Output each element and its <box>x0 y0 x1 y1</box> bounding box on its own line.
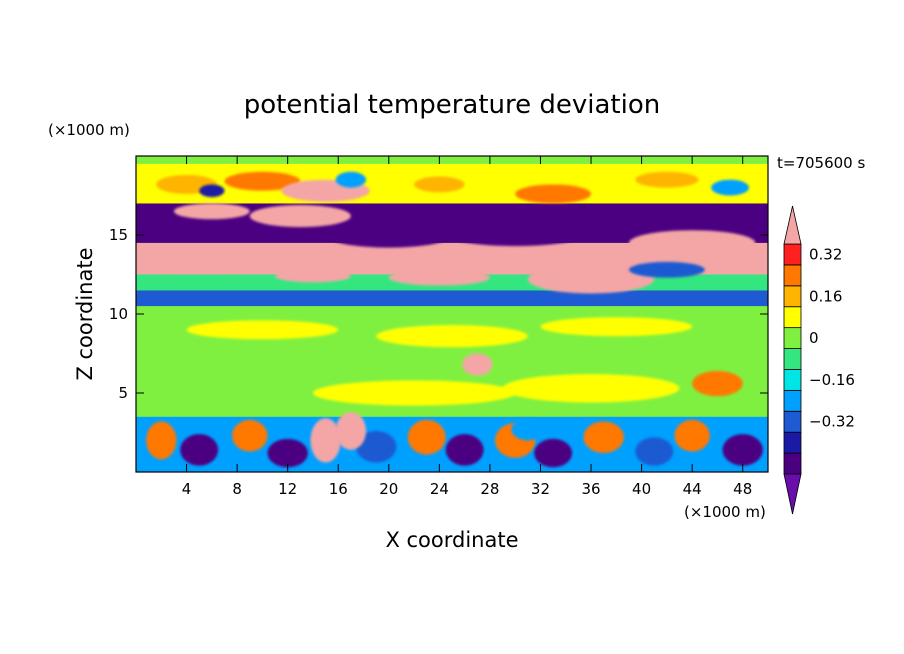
colorbar-box <box>783 306 802 329</box>
contour-cell <box>540 317 693 337</box>
y-tick-label: 5 <box>118 384 128 402</box>
contour-cell <box>534 438 573 468</box>
colorbar: 0.32 0.16 0 −0.16 −0.32 <box>783 205 855 515</box>
x-axis: 4 8 12 16 20 24 28 32 36 40 44 48 <box>182 156 752 498</box>
contour-cell <box>180 434 219 466</box>
contour-cell <box>711 179 750 196</box>
y-tick-label: 10 <box>109 305 128 323</box>
contour-cell <box>275 269 351 283</box>
colorbar-box <box>783 452 802 475</box>
contour-cell <box>173 203 250 220</box>
time-label: t=705600 s <box>777 154 865 172</box>
contour-cell <box>224 171 301 191</box>
contour-cell <box>267 438 308 468</box>
y-tick-label: 15 <box>109 226 128 244</box>
contour-cell <box>355 430 397 463</box>
contour-cell <box>527 265 655 294</box>
contour-cell <box>722 434 763 466</box>
contour-cell <box>515 184 592 204</box>
contour-cell <box>628 230 756 256</box>
contour-cell <box>445 434 484 466</box>
colorbar-tick-label: −0.32 <box>809 413 855 431</box>
contour-cell <box>439 217 592 247</box>
contour-cell <box>376 325 528 348</box>
colorbar-box <box>783 264 802 287</box>
colorbar-box <box>783 389 802 412</box>
field-band <box>136 290 768 307</box>
contour-cell <box>628 261 705 278</box>
contour-cell <box>414 176 465 193</box>
contour-cell <box>502 374 680 403</box>
contour-cell <box>310 418 341 463</box>
y-unit-label: (×1000 m) <box>48 121 130 139</box>
colorbar-box <box>783 348 802 370</box>
colorbar-tick-label: 0.16 <box>809 287 842 305</box>
colorbar-box <box>783 410 802 433</box>
y-axis-label: Z coordinate <box>73 247 97 380</box>
x-tick-label: 48 <box>733 480 752 498</box>
contour-cell <box>249 204 351 228</box>
chart-title: potential temperature deviation <box>244 90 660 120</box>
contour-cell <box>635 171 699 188</box>
x-tick-label: 12 <box>278 480 297 498</box>
contour-cell <box>335 411 367 450</box>
contour-cell <box>325 222 452 248</box>
x-tick-label: 44 <box>683 480 702 498</box>
x-tick-label: 20 <box>379 480 398 498</box>
x-unit-label: (×1000 m) <box>684 503 766 521</box>
x-tick-label: 16 <box>329 480 348 498</box>
colorbar-max-triangle <box>783 205 802 245</box>
contour-cell <box>692 370 743 397</box>
colorbar-tick-label: 0.32 <box>809 245 842 263</box>
contour-cell <box>335 171 367 188</box>
x-tick-label: 4 <box>182 480 192 498</box>
contour-cell <box>583 421 624 454</box>
contour-cell <box>388 269 490 286</box>
colorbar-tick-label: −0.16 <box>809 371 855 389</box>
x-tick-label: 36 <box>581 480 600 498</box>
x-tick-label: 32 <box>531 480 550 498</box>
contour-cell <box>146 421 177 460</box>
contour-cell <box>464 253 516 270</box>
contour-cell <box>578 216 655 235</box>
contour-cell <box>511 418 545 441</box>
plot-area <box>136 156 768 472</box>
y-axis: 5 10 15 <box>109 226 768 402</box>
colorbar-min-triangle <box>783 473 802 515</box>
x-tick-label: 24 <box>430 480 449 498</box>
x-tick-label: 28 <box>480 480 499 498</box>
x-tick-label: 40 <box>632 480 651 498</box>
contour-cell <box>462 353 493 376</box>
colorbar-box <box>783 243 802 266</box>
colorbar-box <box>783 369 802 391</box>
contour-cell <box>136 253 276 273</box>
x-tick-label: 8 <box>232 480 242 498</box>
contour-cell <box>312 380 516 406</box>
colorbar-box <box>783 285 802 308</box>
contour-cell <box>407 419 446 455</box>
contour-cell <box>635 437 674 466</box>
contour-cell <box>232 419 268 452</box>
x-axis-label: X coordinate <box>385 528 518 552</box>
contour-cell <box>186 320 339 340</box>
colorbar-box <box>783 431 802 454</box>
contour-cell <box>199 184 225 198</box>
colorbar-box <box>783 327 802 349</box>
colorbar-tick-label: 0 <box>809 329 819 347</box>
contour-cell <box>674 419 710 452</box>
